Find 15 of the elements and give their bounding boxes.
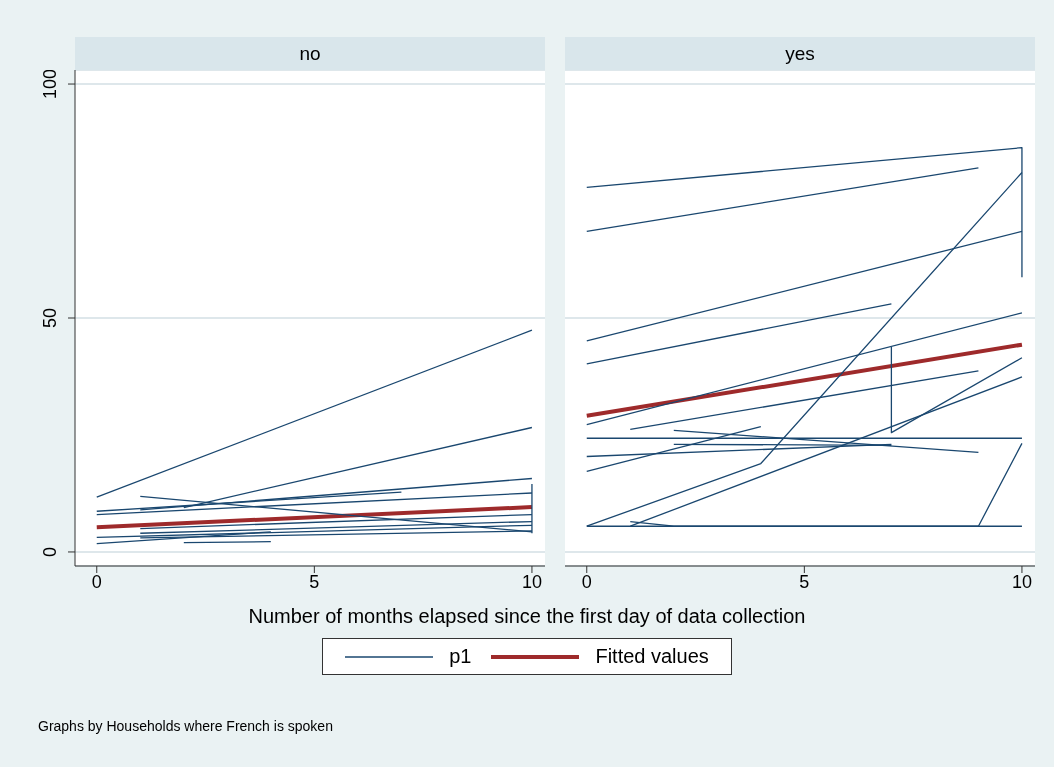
text: Graphs by Households where French is spoken	[38, 718, 333, 734]
y-tick-label: 100	[40, 69, 60, 100]
y-tick-label: 0	[40, 546, 60, 557]
legend-label: p1	[449, 645, 472, 668]
chart-title: yes	[565, 37, 1035, 70]
x-tick-label: 10	[1011, 571, 1032, 592]
x-tick-label: 0	[581, 571, 592, 592]
y-tick-label: 50	[40, 307, 60, 329]
x-tick-label: 10	[521, 571, 542, 592]
x-axis-title: Number of months elapsed since the first day of data collection	[247, 605, 807, 628]
x-tick-label: 5	[309, 571, 320, 592]
chart-title: no	[75, 37, 545, 70]
x-tick-label: 0	[91, 571, 102, 592]
x-tick-label: 5	[799, 571, 810, 592]
legend-label: Fitted values	[595, 645, 709, 668]
